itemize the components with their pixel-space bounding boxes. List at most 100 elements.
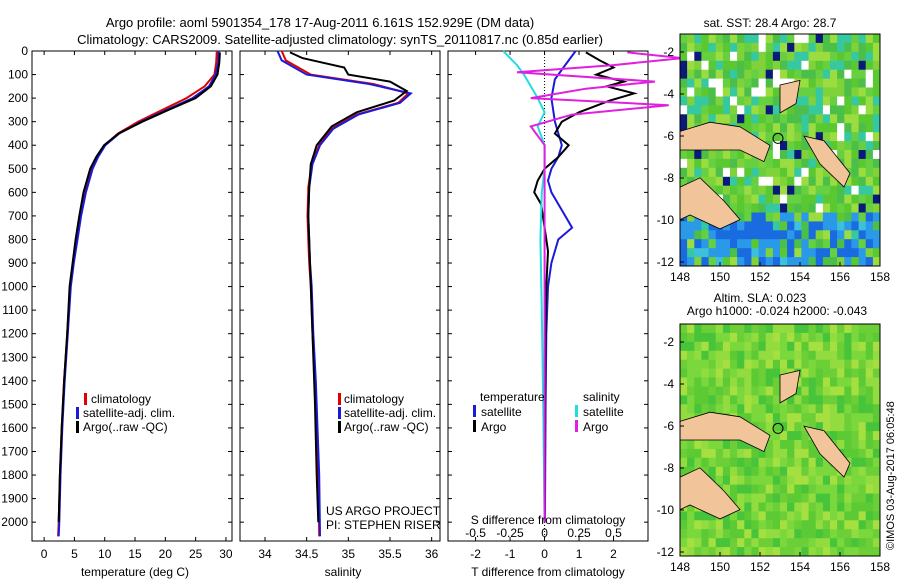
map-y-tick-label: -4 bbox=[663, 377, 674, 391]
map-x-tick-label: 152 bbox=[750, 270, 770, 284]
map-cell bbox=[765, 395, 774, 405]
map-cell bbox=[758, 377, 767, 387]
map-cell bbox=[772, 185, 781, 196]
map-cell bbox=[844, 350, 852, 361]
map-cell bbox=[865, 221, 874, 231]
map-y-tick-label: -2 bbox=[663, 335, 674, 349]
map-cell bbox=[715, 42, 724, 53]
map-cell bbox=[815, 520, 824, 530]
map-cell bbox=[851, 422, 859, 432]
map-cell bbox=[680, 359, 688, 370]
legend-swatch-sal-satellite bbox=[575, 405, 578, 417]
map-cell bbox=[715, 114, 724, 124]
map-cell bbox=[815, 167, 824, 178]
map-cell bbox=[765, 404, 774, 414]
map-cell bbox=[794, 386, 802, 396]
map-cell bbox=[772, 212, 781, 222]
map-cell bbox=[851, 413, 859, 423]
map-cell bbox=[694, 324, 702, 334]
map-cell bbox=[687, 87, 695, 97]
map-cell bbox=[744, 350, 752, 361]
map-cell bbox=[730, 520, 738, 530]
map-cell bbox=[794, 431, 802, 441]
map-cell bbox=[822, 176, 831, 187]
map-cell bbox=[844, 78, 852, 88]
map-cell bbox=[844, 484, 852, 494]
map-cell bbox=[765, 350, 774, 361]
map-cell bbox=[794, 194, 802, 204]
map-cell bbox=[758, 350, 767, 361]
map-cell bbox=[758, 176, 767, 187]
map-cell bbox=[730, 78, 738, 88]
map-cell bbox=[815, 511, 824, 521]
map-cell bbox=[865, 440, 874, 450]
map-cell bbox=[808, 60, 817, 71]
map-cell bbox=[830, 105, 838, 115]
map-cell bbox=[830, 484, 838, 494]
s-tick-label: 0.5 bbox=[605, 526, 622, 540]
map-cell bbox=[787, 511, 795, 521]
map-cell bbox=[737, 257, 745, 267]
map-cell bbox=[830, 350, 838, 361]
map-cell bbox=[715, 404, 724, 414]
map-cell bbox=[858, 332, 867, 343]
legend-swatch-climatology bbox=[84, 393, 87, 405]
map-cell bbox=[751, 466, 759, 477]
land-bougainville bbox=[803, 425, 851, 478]
map-cell bbox=[715, 377, 724, 387]
map-cell bbox=[787, 257, 795, 267]
header-line2: Climatology: CARS2009. Satellite-adjuste… bbox=[77, 32, 603, 47]
map-cell bbox=[708, 158, 717, 169]
map-cell bbox=[751, 105, 759, 115]
x-tick-label: 35 bbox=[342, 547, 356, 561]
map-cell bbox=[815, 51, 824, 62]
map-cell bbox=[737, 69, 745, 80]
map-cell bbox=[772, 176, 781, 187]
map-cell bbox=[822, 167, 831, 178]
map-cell bbox=[872, 150, 881, 160]
map-cell bbox=[844, 341, 852, 352]
map-cell bbox=[772, 341, 781, 352]
map-cell bbox=[801, 87, 809, 97]
map-cell bbox=[687, 239, 695, 249]
map-cell bbox=[872, 87, 881, 97]
legend-label: satellite bbox=[583, 405, 624, 419]
map-cell bbox=[865, 69, 874, 80]
map-cell bbox=[851, 248, 859, 258]
map-cell bbox=[844, 520, 852, 530]
map-cell bbox=[808, 324, 817, 334]
map-cell bbox=[701, 105, 709, 115]
map-cell bbox=[730, 176, 738, 187]
map-cell bbox=[830, 332, 838, 343]
map-cell bbox=[765, 538, 774, 548]
map-cell bbox=[744, 158, 752, 169]
map-cell bbox=[730, 42, 738, 53]
map-cell bbox=[751, 248, 759, 258]
map-cell bbox=[730, 341, 738, 352]
map-cell bbox=[844, 176, 852, 187]
map-cell bbox=[865, 431, 874, 441]
map-cell bbox=[865, 141, 874, 151]
map-cell bbox=[751, 60, 759, 71]
map-cell bbox=[744, 404, 752, 414]
map-cell bbox=[851, 493, 859, 503]
map-cell bbox=[815, 78, 824, 88]
map-cell bbox=[687, 158, 695, 169]
map-cell bbox=[765, 42, 774, 53]
map-cell bbox=[715, 105, 724, 115]
map-cell bbox=[687, 230, 695, 240]
map-cell bbox=[687, 212, 695, 222]
map-cell bbox=[680, 520, 688, 530]
map-cell bbox=[722, 185, 731, 196]
map-cell bbox=[872, 34, 881, 44]
map-cell bbox=[808, 448, 817, 459]
map-cell bbox=[851, 350, 859, 361]
map-cell bbox=[872, 51, 881, 62]
map-cell bbox=[822, 185, 831, 196]
map-cell bbox=[787, 359, 795, 370]
map-cell bbox=[822, 547, 831, 557]
map-cell bbox=[708, 466, 717, 477]
map-cell bbox=[780, 60, 788, 71]
map-cell bbox=[772, 538, 781, 548]
map-cell bbox=[851, 141, 859, 151]
